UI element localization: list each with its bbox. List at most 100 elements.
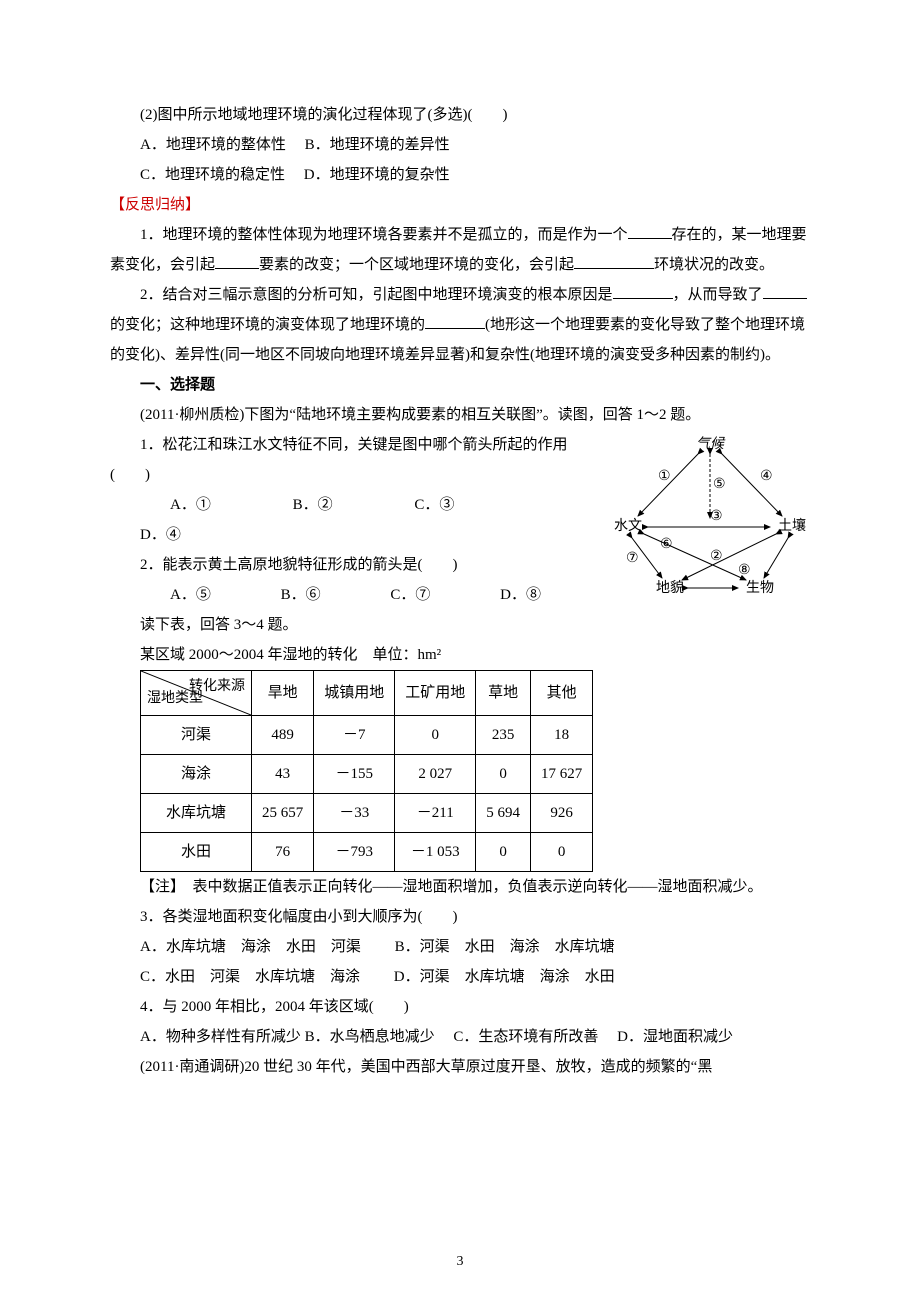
q2b-opt-c: C．⑦ <box>360 580 430 610</box>
hdr-type: 湿地类型 <box>147 685 203 713</box>
blank <box>215 268 259 269</box>
cell: －155 <box>314 755 395 794</box>
q2-opts-cd: C．地理环境的稳定性 D．地理环境的复杂性 <box>110 160 810 190</box>
cell: －7 <box>314 716 395 755</box>
reflect-p2c: 的变化；这种地理环境的演变体现了地理环境的 <box>110 317 425 333</box>
cell: 17 627 <box>531 755 593 794</box>
table-row: 海涂 43 －155 2 027 0 17 627 <box>141 755 593 794</box>
q2-opts-ab: A．地理环境的整体性 B．地理环境的差异性 <box>110 130 810 160</box>
cell: 5 694 <box>476 794 531 833</box>
q4-opts: A．物种多样性有所减少 B．水鸟栖息地减少 C．生态环境有所改善 D．湿地面积减… <box>110 1022 810 1052</box>
reflect-p1c: 要素的改变；一个区域地理环境的变化，会引起 <box>259 257 574 273</box>
cell: －33 <box>314 794 395 833</box>
dlabel-2: ② <box>710 549 723 564</box>
col-0: 旱地 <box>252 671 314 716</box>
q1-opt-d: D．④ <box>110 520 181 550</box>
cell: 926 <box>531 794 593 833</box>
table-corner: 转化来源 湿地类型 <box>141 671 252 716</box>
table-row: 转化来源 湿地类型 旱地 城镇用地 工矿用地 草地 其他 <box>141 671 593 716</box>
q3-opts-ab: A．水库坑塘 海涂 水田 河渠 B．河渠 水田 海涂 水库坑塘 <box>110 932 810 962</box>
cell: 0 <box>531 833 593 872</box>
blank <box>574 268 654 269</box>
reflect-p1: 1．地理环境的整体性体现为地理环境各要素并不是孤立的，而是作为一个存在的，某一地… <box>110 220 810 280</box>
q2b-stem: 2．能表示黄土高原地貌特征形成的箭头是( ) <box>110 550 600 580</box>
col-1: 城镇用地 <box>314 671 395 716</box>
table-row: 河渠 489 －7 0 235 18 <box>141 716 593 755</box>
node-soil: 土壤 <box>778 517 806 534</box>
q3-opt-b: B．河渠 水田 海涂 水库坑塘 <box>395 939 615 955</box>
section-intro: (2011·柳州质检)下图为“陆地环境主要构成要素的相互关联图”。读图，回答 1… <box>110 400 810 430</box>
blank <box>628 238 672 239</box>
cell: 235 <box>476 716 531 755</box>
reflect-p1d: 环境状况的改变。 <box>654 257 774 273</box>
cell: 0 <box>476 755 531 794</box>
node-bio: 生物 <box>746 580 774 596</box>
q2b-opt-a: A．⑤ <box>140 580 211 610</box>
blank <box>763 298 807 299</box>
q4-opt-a: A．物种多样性有所减少 <box>140 1029 301 1045</box>
section-title: 一、选择题 <box>110 370 810 400</box>
dlabel-6: ⑥ <box>660 537 673 552</box>
q1-opt-b: B．② <box>263 490 333 520</box>
cell: 43 <box>252 755 314 794</box>
dlabel-1: ① <box>658 469 671 484</box>
col-4: 其他 <box>531 671 593 716</box>
q4-opt-c: C．生态环境有所改善 <box>453 1029 598 1045</box>
cell: 2 027 <box>395 755 476 794</box>
node-landform: 地貌 <box>656 580 684 596</box>
table-note: 【注】 表中数据正值表示正向转化——湿地面积增加，负值表示逆向转化——湿地面积减… <box>110 872 810 902</box>
q2-opt-c: C．地理环境的稳定性 <box>140 167 285 183</box>
wetland-table: 转化来源 湿地类型 旱地 城镇用地 工矿用地 草地 其他 河渠 489 －7 0… <box>140 670 593 872</box>
page-number: 3 <box>0 1248 920 1276</box>
q4-opt-b: B．水鸟栖息地减少 <box>305 1029 435 1045</box>
col-3: 草地 <box>476 671 531 716</box>
reflect-p2a: 2．结合对三幅示意图的分析可知，引起图中地理环境演变的根本原因是 <box>140 287 613 303</box>
q4-opt-d: D．湿地面积减少 <box>617 1029 733 1045</box>
node-hydro: 水文 <box>614 518 642 534</box>
q1-opts: A．① B．② C．③ D．④ <box>110 490 600 550</box>
q2b-opt-d: D．⑧ <box>470 580 541 610</box>
dlabel-4: ④ <box>760 469 773 484</box>
cell: 25 657 <box>252 794 314 833</box>
node-climate: 气候 <box>696 436 726 452</box>
row-label: 海涂 <box>141 755 252 794</box>
reflect-title: 【反思归纳】 <box>110 190 810 220</box>
q2-stem: (2)图中所示地域地理环境的演化过程体现了(多选)( ) <box>110 100 810 130</box>
q3-opts-cd: C．水田 河渠 水库坑塘 海涂 D．河渠 水库坑塘 海涂 水田 <box>110 962 810 992</box>
cell: 0 <box>395 716 476 755</box>
q3-opt-a: A．水库坑塘 海涂 水田 河渠 <box>140 939 361 955</box>
cell: 0 <box>476 833 531 872</box>
cell: 76 <box>252 833 314 872</box>
q3-opt-c: C．水田 河渠 水库坑塘 海涂 <box>140 969 360 985</box>
cell: －793 <box>314 833 395 872</box>
dlabel-7: ⑦ <box>626 551 639 566</box>
blank <box>613 298 673 299</box>
dlabel-8: ⑧ <box>738 563 751 578</box>
reflect-p2: 2．结合对三幅示意图的分析可知，引起图中地理环境演变的根本原因是 ，从而导致了的变… <box>110 280 810 370</box>
table-leadin: 读下表，回答 3～4 题。 <box>110 610 600 640</box>
q2b-opts: A．⑤ B．⑥ C．⑦ D．⑧ <box>110 580 600 610</box>
col-2: 工矿用地 <box>395 671 476 716</box>
q2-opt-a: A．地理环境的整体性 <box>140 137 286 153</box>
q2-opt-b: B．地理环境的差异性 <box>305 137 450 153</box>
q1-stem-paren: ( ) <box>110 460 600 490</box>
relation-diagram: 气候 水文 土壤 地貌 生物 ① <box>610 430 810 600</box>
reflect-p2b: ，从而导致了 <box>673 287 763 303</box>
table-row: 水田 76 －793 －1 053 0 0 <box>141 833 593 872</box>
cell: 489 <box>252 716 314 755</box>
q1-opt-a: A．① <box>140 490 211 520</box>
table-row: 水库坑塘 25 657 －33 －211 5 694 926 <box>141 794 593 833</box>
q5-stem: (2011·南通调研)20 世纪 30 年代，美国中西部大草原过度开垦、放牧，造… <box>110 1052 810 1082</box>
cell: 18 <box>531 716 593 755</box>
cell: －211 <box>395 794 476 833</box>
row-label: 水田 <box>141 833 252 872</box>
q3-stem: 3．各类湿地面积变化幅度由小到大顺序为( ) <box>110 902 810 932</box>
table-caption: 某区域 2000～2004 年湿地的转化 单位：hm² <box>110 640 810 670</box>
dlabel-5: ⑤ <box>713 477 726 492</box>
q1-stem: 1．松花江和珠江水文特征不同，关键是图中哪个箭头所起的作用 <box>110 430 600 460</box>
q2-opt-d: D．地理环境的复杂性 <box>304 167 450 183</box>
cell: －1 053 <box>395 833 476 872</box>
q1-opt-c: C．③ <box>384 490 454 520</box>
dlabel-3: ③ <box>710 509 723 524</box>
row-label: 河渠 <box>141 716 252 755</box>
